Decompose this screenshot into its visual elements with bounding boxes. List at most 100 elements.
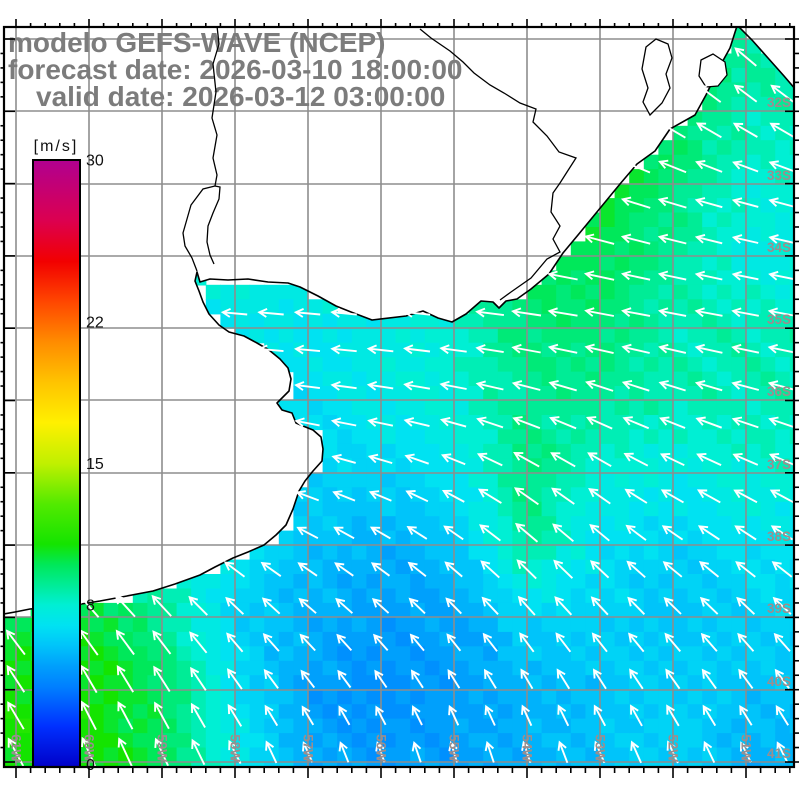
speed-cell: [746, 82, 762, 98]
speed-cell: [381, 415, 397, 431]
speed-cell: [760, 212, 776, 228]
speed-cell: [497, 429, 513, 445]
speed-cell: [103, 733, 119, 749]
speed-cell: [702, 762, 718, 767]
speed-cell: [351, 400, 367, 416]
speed-cell: [716, 169, 732, 185]
wind-arrow: [659, 452, 685, 467]
speed-cell: [322, 545, 338, 561]
speed-cell: [351, 718, 367, 734]
speed-cell: [687, 212, 703, 228]
speed-cell: [746, 125, 762, 141]
speed-cell: [527, 762, 543, 767]
speed-cell: [614, 472, 630, 488]
speed-cell: [162, 588, 178, 604]
speed-cell: [600, 371, 616, 387]
speed-cell: [614, 400, 630, 416]
wind-arrow: [513, 487, 539, 506]
wind-arrow: [769, 122, 794, 138]
speed-cell: [235, 646, 251, 662]
speed-cell: [278, 689, 294, 705]
speed-cell: [322, 704, 338, 720]
speed-cell: [687, 704, 703, 720]
speed-cell: [541, 733, 557, 749]
speed-cell: [600, 704, 616, 720]
speed-cell: [381, 443, 397, 459]
speed-cell: [220, 646, 236, 662]
speed-cell: [760, 284, 776, 300]
speed-cell: [556, 646, 572, 662]
speed-cell: [673, 227, 689, 243]
speed-cell: [716, 747, 732, 763]
speed-cell: [541, 704, 557, 720]
speed-cell: [760, 313, 776, 329]
speed-cell: [629, 617, 645, 633]
speed-cell: [716, 111, 732, 127]
wind-arrow: [621, 343, 650, 354]
speed-cell: [512, 545, 528, 561]
speed-cell: [497, 371, 513, 387]
latitude-label: 40S: [767, 674, 791, 689]
speed-cell: [775, 559, 791, 575]
speed-cell: [293, 501, 309, 517]
speed-cell: [410, 617, 426, 633]
speed-cell: [731, 212, 747, 228]
speed-cell: [132, 704, 148, 720]
wind-arrow: [700, 632, 718, 652]
speed-cell: [760, 386, 776, 402]
speed-cell: [351, 386, 367, 402]
speed-cell: [483, 530, 499, 546]
wind-arrow: [702, 704, 717, 727]
speed-cell: [337, 762, 353, 767]
speed-cell: [454, 443, 470, 459]
wind-arrow: [666, 704, 680, 727]
wind-arrow: [81, 736, 97, 767]
speed-cell: [731, 458, 747, 474]
colorbar-tick-label: 22: [86, 314, 104, 331]
coastal-strip-fill: [739, 27, 794, 88]
speed-cell: [337, 400, 353, 416]
speed-cell: [702, 530, 718, 546]
speed-cell: [381, 747, 397, 763]
speed-cell: [497, 472, 513, 488]
speed-cell: [541, 660, 557, 676]
speed-cell: [497, 516, 513, 532]
speed-cell: [468, 646, 484, 662]
speed-cell: [570, 588, 586, 604]
speed-cell: [746, 313, 762, 329]
wind-arrow: [661, 525, 684, 541]
speed-cell: [351, 646, 367, 662]
speed-cell: [687, 631, 703, 647]
speed-cell: [264, 631, 280, 647]
speed-cell: [643, 212, 659, 228]
speed-cell: [702, 270, 718, 286]
speed-cell: [468, 530, 484, 546]
speed-cell: [249, 588, 265, 604]
wind-arrow: [662, 561, 683, 578]
speed-cell: [439, 646, 455, 662]
speed-cell: [716, 82, 732, 98]
speed-cell: [789, 386, 794, 402]
speed-cell: [746, 415, 762, 431]
wind-arrow: [731, 307, 759, 318]
speed-cell: [497, 415, 513, 431]
speed-cell: [702, 96, 718, 112]
speed-cell: [702, 574, 718, 590]
speed-cell: [760, 747, 776, 763]
speed-cell: [322, 617, 338, 633]
speed-cell: [147, 762, 163, 767]
speed-cell: [760, 646, 776, 662]
speed-cell: [775, 241, 791, 257]
speed-cell: [731, 53, 747, 69]
speed-cell: [381, 646, 397, 662]
wind-arrow: [369, 526, 391, 540]
speed-cell: [162, 704, 178, 720]
speed-cell: [556, 545, 572, 561]
speed-cell: [205, 733, 221, 749]
colorbar-tick-label: 8: [86, 598, 95, 615]
speed-cell: [760, 140, 776, 156]
speed-cell: [570, 241, 586, 257]
speed-cell: [293, 574, 309, 590]
